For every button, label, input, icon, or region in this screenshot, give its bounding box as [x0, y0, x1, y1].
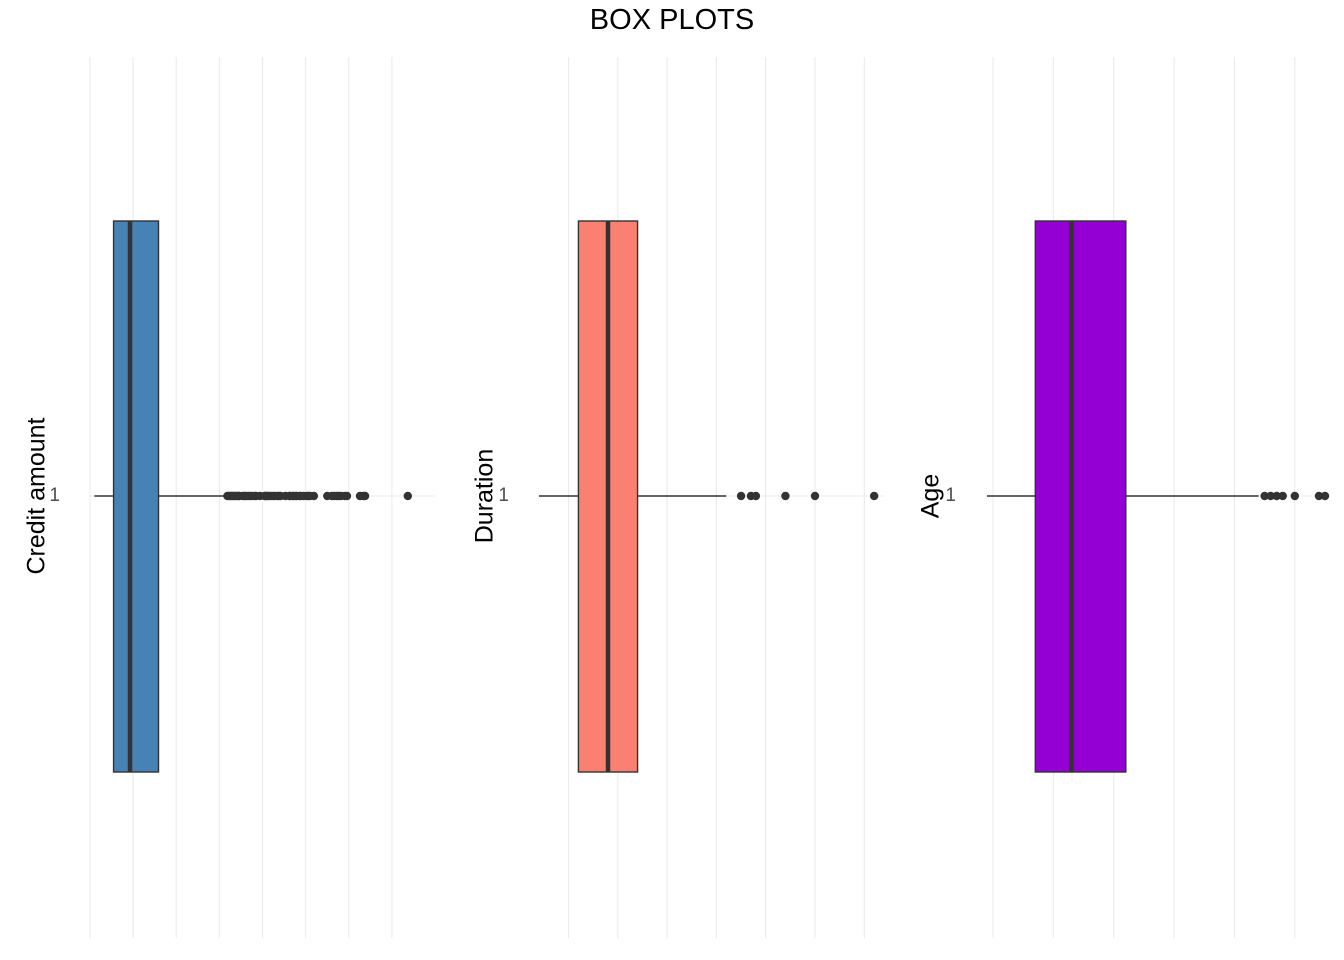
outlier-point: [1314, 491, 1324, 501]
y-axis-label: Credit amount: [23, 417, 51, 574]
outlier-point: [736, 491, 746, 501]
outlier-point: [1272, 491, 1281, 501]
outlier-point: [869, 491, 879, 501]
outlier-point: [1266, 491, 1275, 501]
outlier-point: [342, 491, 352, 501]
outlier-point: [751, 491, 761, 501]
outlier-point: [1320, 491, 1330, 501]
y-axis-label: Age: [917, 474, 945, 518]
outlier-point: [309, 491, 319, 501]
iqr-box: [112, 220, 160, 773]
y-tick-label: 1: [945, 485, 956, 506]
outlier-point: [781, 491, 790, 501]
chart-title: BOX PLOTS: [589, 4, 755, 36]
y-axis-label: Duration: [471, 449, 499, 544]
y-tick-label: 1: [49, 485, 60, 506]
iqr-box: [1034, 220, 1127, 773]
outlier-point: [403, 491, 413, 501]
outlier-point: [810, 491, 820, 501]
outlier-point: [1290, 491, 1300, 501]
outlier-point: [1278, 491, 1287, 501]
y-tick-label: 1: [498, 485, 509, 506]
outlier-point: [360, 491, 370, 501]
outlier-point: [1260, 491, 1269, 501]
